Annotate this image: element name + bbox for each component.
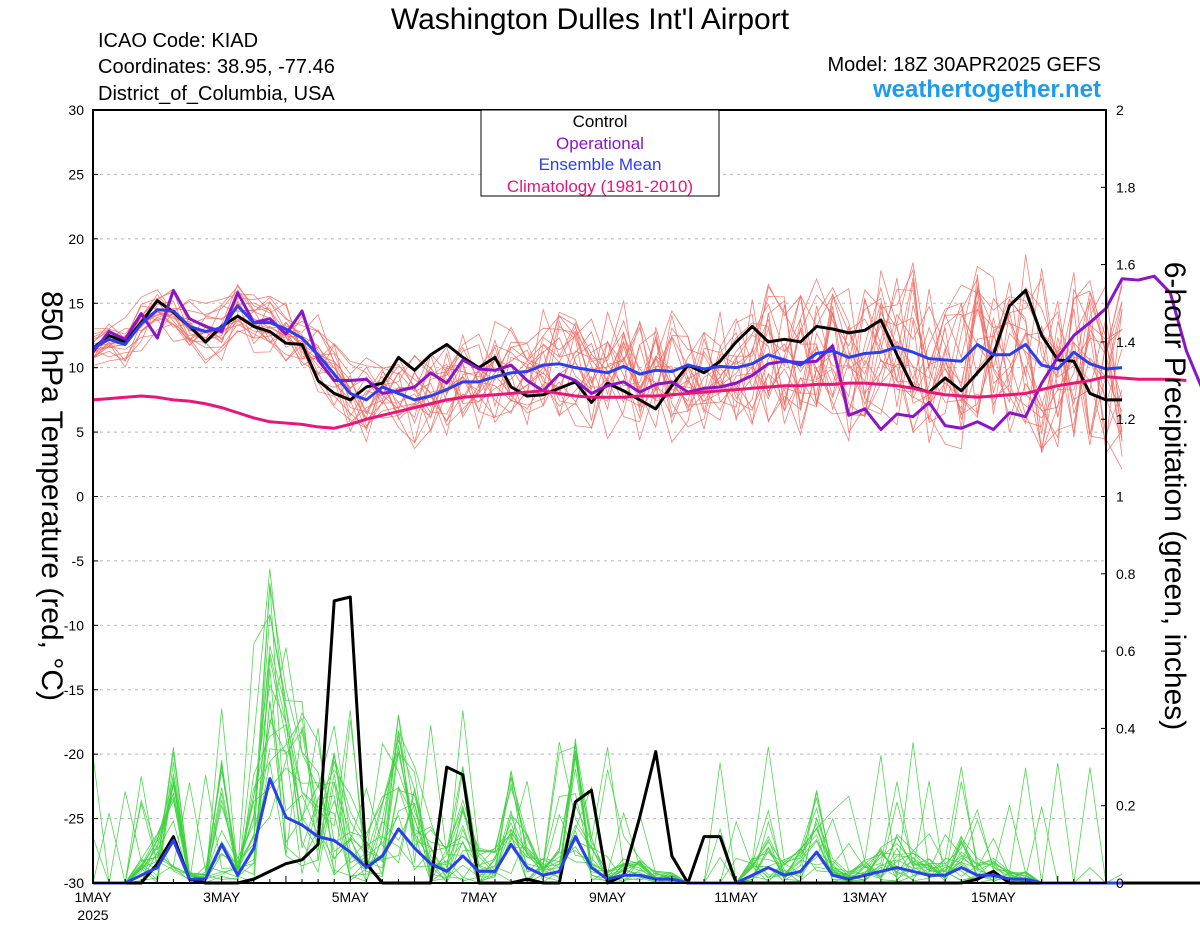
y-axis-title: 850 hPa Temperature (red, °C) bbox=[35, 291, 68, 701]
legend: Control Operational Ensemble Mean Climat… bbox=[480, 109, 720, 197]
y2-tick-label: 1.4 bbox=[1116, 334, 1136, 350]
y2-axis-title: 6-hour Precipitation (green, inches) bbox=[1158, 262, 1191, 731]
y2-tick-label: 0.8 bbox=[1116, 566, 1136, 582]
y2-tick-label: 1 bbox=[1116, 489, 1124, 505]
y-tick-label: -15 bbox=[64, 682, 84, 698]
x-tick-label: 9MAY bbox=[589, 889, 627, 905]
temperature-control-line bbox=[92, 288, 1123, 411]
station-coordinates: Coordinates: 38.95, -77.46 bbox=[98, 56, 335, 78]
chart-title: Washington Dulles Int'l Airport bbox=[391, 3, 790, 36]
x-tick-label: 13MAY bbox=[842, 889, 888, 905]
precipitation-member-line bbox=[93, 730, 1123, 884]
icao-code: ICAO Code: KIAD bbox=[98, 30, 258, 52]
y2-tick-label: 1.2 bbox=[1116, 411, 1136, 427]
y-tick-label: -30 bbox=[64, 875, 84, 891]
temperature-member-line bbox=[92, 285, 1123, 450]
temperature-member-line bbox=[92, 270, 1123, 454]
temperature-climatology-1981-2010-line bbox=[92, 375, 1187, 430]
temperature-member-line bbox=[92, 283, 1123, 444]
station-region: District_of_Columbia, USA bbox=[98, 83, 335, 105]
temperature-member-line bbox=[92, 289, 1123, 470]
site-link[interactable]: weathertogether.net bbox=[872, 76, 1101, 103]
grid-lines bbox=[93, 173, 1106, 820]
y-tick-label: -5 bbox=[72, 553, 85, 569]
x-tick-label: 15MAY bbox=[971, 889, 1017, 905]
legend-item-ensemble-mean: Ensemble Mean bbox=[539, 155, 662, 174]
y-tick-label: 20 bbox=[68, 231, 84, 247]
y-tick-label: 25 bbox=[68, 166, 84, 182]
right-axis-ticks: 2 1.8 1.6 1.4 1.2 1 0.8 0.6 0.4 0.2 0 bbox=[1101, 102, 1136, 891]
y2-tick-label: 0.2 bbox=[1116, 798, 1136, 814]
x-axis-ticks: 1MAY 2025 3MAY 5MAY 7MAY 9MAY 11MAY 13MAY 15MAY bbox=[74, 876, 1107, 923]
y-tick-label: 0 bbox=[76, 489, 84, 505]
legend-item-operational: Operational bbox=[556, 134, 644, 153]
y-tick-label: 15 bbox=[68, 295, 84, 311]
y2-tick-label: 2 bbox=[1116, 102, 1124, 118]
y-tick-label: 30 bbox=[68, 102, 84, 118]
left-axis-ticks: 30 25 20 15 10 5 0 -5 -10 -15 -20 -25 -30 bbox=[64, 102, 98, 891]
x-tick-label: 5MAY bbox=[332, 889, 370, 905]
y-tick-label: 5 bbox=[76, 424, 84, 440]
temperature-member-line bbox=[92, 287, 1123, 448]
legend-item-climatology: Climatology (1981-2010) bbox=[507, 177, 693, 196]
y2-tick-label: 0.4 bbox=[1116, 720, 1136, 736]
y-tick-label: -10 bbox=[64, 617, 84, 633]
x-tick-label: 3MAY bbox=[203, 889, 241, 905]
y2-tick-label: 0 bbox=[1116, 875, 1124, 891]
x-tick-label: 11MAY bbox=[714, 889, 758, 905]
x-tick-label: 1MAY bbox=[74, 889, 112, 905]
y-tick-label: -25 bbox=[64, 811, 84, 827]
legend-box bbox=[480, 109, 720, 197]
precipitation-member-line bbox=[93, 683, 1123, 884]
y2-tick-label: 0.6 bbox=[1116, 643, 1136, 659]
x-tick-label: 7MAY bbox=[460, 889, 498, 905]
temperature-operational-line bbox=[91, 274, 1200, 432]
temperature-ensemble-mean-line bbox=[92, 304, 1123, 402]
temperature-member-line bbox=[92, 285, 1123, 424]
precipitation-member-line bbox=[93, 647, 1123, 884]
temperature-member-line bbox=[92, 277, 1123, 436]
model-run: Model: 18Z 30APR2025 GEFS bbox=[828, 54, 1101, 76]
ensemble-members bbox=[92, 254, 1123, 885]
y2-tick-label: 1.8 bbox=[1116, 179, 1136, 195]
y2-tick-label: 1.6 bbox=[1116, 257, 1136, 273]
temperature-member-line bbox=[92, 282, 1123, 457]
series-lines bbox=[91, 274, 1200, 885]
x-tick-sublabel: 2025 bbox=[77, 907, 108, 923]
y-tick-label: 10 bbox=[68, 360, 84, 376]
legend-item-control: Control bbox=[573, 112, 628, 131]
temperature-member-line bbox=[92, 277, 1123, 450]
y-tick-label: -20 bbox=[64, 746, 84, 762]
